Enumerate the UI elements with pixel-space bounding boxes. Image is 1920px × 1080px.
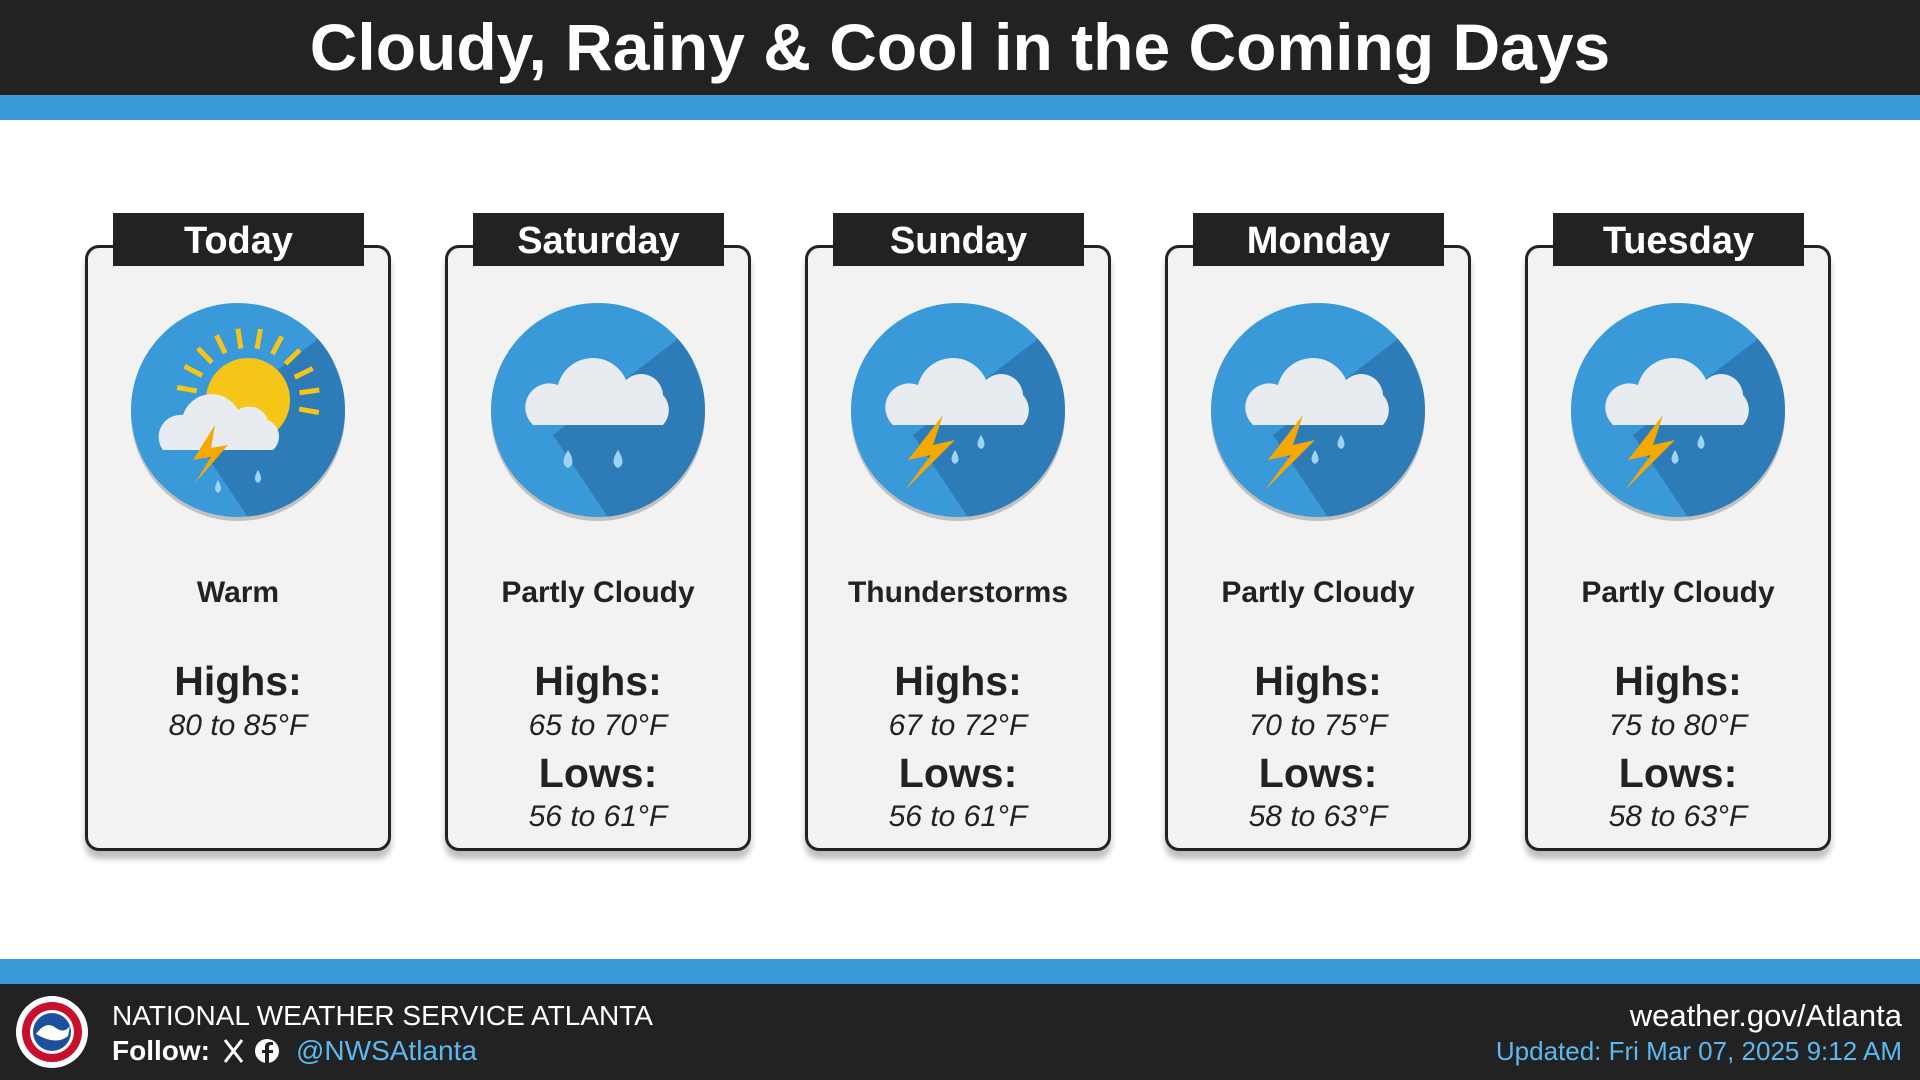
- handle: @NWSAtlanta: [296, 1035, 477, 1066]
- condition: Partly Cloudy: [1581, 576, 1775, 609]
- footer: NATIONAL WEATHER SERVICE ATLANTA Follow:…: [0, 984, 1920, 1080]
- highs: 67 to 72°F: [888, 709, 1028, 742]
- weather-icon: [131, 303, 345, 521]
- condition: Partly Cloudy: [501, 576, 695, 609]
- weather-icon: [1211, 303, 1425, 521]
- day-name: Sunday: [833, 213, 1084, 266]
- lows: 56 to 61°F: [528, 800, 668, 833]
- highs: 80 to 85°F: [168, 709, 308, 742]
- stripe: [0, 959, 1920, 984]
- lows: 56 to 61°F: [888, 800, 1028, 833]
- updated: Updated: Fri Mar 07, 2025 9:12 AM: [1495, 1036, 1902, 1066]
- highs-label: Highs:: [534, 658, 662, 704]
- day-name: Monday: [1193, 213, 1444, 266]
- weather-icon: [851, 303, 1065, 521]
- social-icons: [223, 1039, 279, 1063]
- day-name: Today: [113, 213, 364, 266]
- lows: 58 to 63°F: [1608, 800, 1748, 833]
- condition: Thunderstorms: [847, 576, 1069, 609]
- lows-label: Lows:: [1618, 750, 1738, 796]
- highs-label: Highs:: [174, 658, 302, 704]
- lows-label: Lows:: [898, 750, 1018, 796]
- office: NATIONAL WEATHER SERVICE ATLANTA: [112, 1000, 653, 1031]
- weather-icon: [491, 303, 705, 521]
- highs: 65 to 70°F: [528, 709, 668, 742]
- condition: Warm: [196, 576, 280, 609]
- highs-label: Highs:: [1254, 658, 1382, 704]
- lows-label: Lows:: [538, 750, 658, 796]
- highs: 75 to 80°F: [1608, 709, 1748, 742]
- follow-label: Follow:: [112, 1035, 210, 1066]
- lows: 58 to 63°F: [1248, 800, 1388, 833]
- website: weather.gov/Atlanta: [1629, 998, 1902, 1033]
- day-name: Tuesday: [1553, 213, 1804, 266]
- highs-label: Highs:: [1614, 658, 1742, 704]
- highs-label: Highs:: [894, 658, 1022, 704]
- condition: Partly Cloudy: [1221, 576, 1415, 609]
- lows-label: Lows:: [1258, 750, 1378, 796]
- day-name: Saturday: [473, 213, 724, 266]
- stripe: [0, 95, 1920, 120]
- weather-icon: [1571, 303, 1785, 521]
- title: Cloudy, Rainy & Cool in the Coming Days: [0, 0, 1920, 95]
- nws-logo: [16, 996, 88, 1068]
- highs: 70 to 75°F: [1248, 709, 1388, 742]
